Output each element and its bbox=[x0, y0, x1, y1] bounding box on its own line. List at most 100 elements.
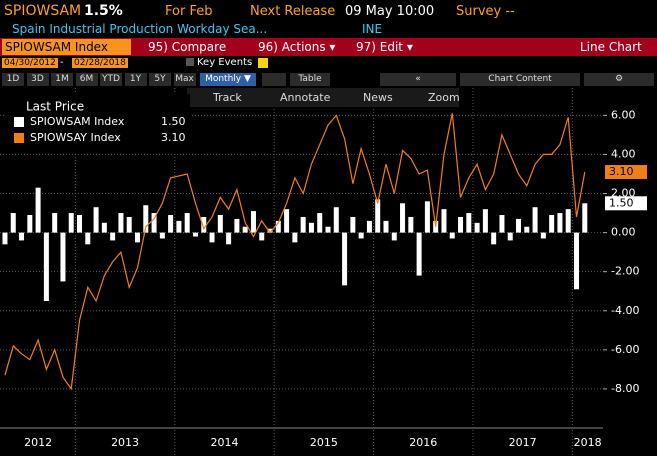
bar bbox=[482, 209, 488, 233]
bar bbox=[159, 232, 165, 239]
bar bbox=[408, 216, 414, 233]
compare[interactable]: 95) Compare bbox=[148, 40, 227, 54]
bar bbox=[400, 203, 406, 233]
date-sep: - bbox=[60, 57, 64, 68]
bar bbox=[342, 232, 348, 286]
chart-tool[interactable]: Zoom bbox=[428, 91, 460, 104]
bar bbox=[60, 232, 66, 282]
bar bbox=[416, 232, 422, 276]
bar bbox=[85, 232, 91, 245]
bar bbox=[151, 213, 157, 233]
release-date: 09 May 10:00 bbox=[345, 4, 435, 19]
bar bbox=[350, 216, 356, 233]
bar bbox=[557, 213, 563, 233]
bar bbox=[275, 220, 281, 233]
bar bbox=[35, 187, 41, 233]
security[interactable]: SPIOWSAM Index bbox=[2, 39, 131, 55]
settings[interactable]: ⚙ bbox=[584, 73, 654, 86]
frequency[interactable]: Monthly ▼ bbox=[200, 73, 256, 86]
x-tick-label: 2013 bbox=[111, 436, 139, 449]
bar bbox=[424, 201, 430, 233]
bar bbox=[19, 232, 25, 241]
bar bbox=[499, 215, 505, 233]
bar bbox=[540, 232, 546, 239]
y-tick-label: 6.00 bbox=[611, 108, 636, 121]
bar bbox=[573, 232, 579, 290]
bar bbox=[333, 207, 339, 233]
period-button[interactable]: 5Y bbox=[149, 73, 171, 86]
bar bbox=[118, 213, 124, 233]
bar bbox=[226, 232, 232, 245]
bar bbox=[267, 228, 273, 233]
bar bbox=[507, 232, 513, 241]
legend-value: 1.50 bbox=[161, 115, 186, 128]
bar bbox=[375, 199, 381, 233]
bar bbox=[549, 215, 555, 233]
period-button[interactable]: 3D bbox=[26, 73, 49, 86]
x-tick-label: 2012 bbox=[24, 436, 52, 449]
x-tick-label: 2014 bbox=[210, 436, 238, 449]
bar bbox=[449, 232, 455, 239]
bar bbox=[134, 232, 140, 243]
table[interactable]: Table bbox=[290, 73, 330, 86]
collapse[interactable]: « bbox=[380, 73, 456, 86]
bar bbox=[168, 215, 174, 233]
info-icon[interactable] bbox=[258, 58, 268, 68]
bar bbox=[516, 218, 522, 233]
key-events[interactable]: Key Events bbox=[197, 57, 253, 68]
bar bbox=[201, 216, 207, 233]
bar bbox=[391, 232, 397, 241]
checkbox[interactable] bbox=[186, 58, 194, 66]
period-button[interactable]: 6M bbox=[75, 73, 98, 86]
chart: -8.00 -6.00 -4.00 -2.00 0.00 2.00 4.00 6.00 2012… bbox=[0, 88, 657, 456]
x-tick-label: 2016 bbox=[409, 436, 437, 449]
bar bbox=[292, 232, 298, 243]
y-tick-label: -8.00 bbox=[611, 382, 639, 395]
y-tick-label: 2.00 bbox=[611, 187, 636, 200]
x-tick-label: 2018 bbox=[574, 436, 602, 449]
bar bbox=[110, 232, 116, 241]
chart-content[interactable]: Chart Content bbox=[460, 73, 580, 86]
ticker: SPIOWSAM bbox=[4, 3, 82, 19]
legend-swatch bbox=[14, 117, 24, 127]
chart-toolbar bbox=[187, 88, 459, 107]
end-date[interactable]: 02/28/2018 bbox=[72, 58, 128, 68]
legend-value: 3.10 bbox=[161, 131, 186, 144]
bar bbox=[474, 222, 480, 233]
period-button[interactable]: 1Y bbox=[124, 73, 147, 86]
chart-tool[interactable]: Annotate bbox=[280, 91, 331, 104]
last-tag bbox=[605, 165, 647, 180]
description: Spain Industrial Production Workday Sea.… bbox=[12, 22, 268, 36]
bar bbox=[284, 209, 290, 233]
chart-tool[interactable]: Track bbox=[212, 91, 242, 104]
y-tick-label: 0.00 bbox=[611, 226, 636, 239]
bar bbox=[52, 213, 58, 233]
period-button[interactable]: YTD bbox=[100, 73, 122, 86]
bar bbox=[325, 226, 331, 233]
y-tick-label: -6.00 bbox=[611, 343, 639, 356]
edit[interactable]: 97) Edit ▾ bbox=[356, 40, 413, 54]
period: For Feb bbox=[165, 4, 213, 19]
chart-tool[interactable]: News bbox=[363, 91, 393, 104]
bar bbox=[317, 213, 323, 233]
bar bbox=[176, 220, 182, 233]
bar bbox=[77, 215, 83, 233]
chart-icon[interactable] bbox=[262, 73, 286, 86]
actions[interactable]: 96) Actions ▾ bbox=[258, 40, 336, 54]
period-button[interactable]: Max bbox=[173, 73, 196, 86]
bar bbox=[366, 220, 372, 233]
bar bbox=[441, 209, 447, 233]
start-date[interactable]: 04/30/2012 bbox=[2, 58, 58, 68]
period-button[interactable]: 1D bbox=[2, 73, 24, 86]
bar bbox=[2, 232, 8, 245]
x-tick-label: 2015 bbox=[310, 436, 338, 449]
bar bbox=[192, 232, 198, 237]
bar bbox=[308, 222, 314, 233]
bar bbox=[524, 226, 530, 233]
view[interactable]: Line Chart bbox=[580, 40, 642, 54]
bar bbox=[466, 213, 472, 233]
bar bbox=[184, 213, 190, 233]
period-button[interactable]: 1M bbox=[51, 73, 73, 86]
bar bbox=[217, 215, 223, 233]
last-tag bbox=[605, 196, 647, 211]
